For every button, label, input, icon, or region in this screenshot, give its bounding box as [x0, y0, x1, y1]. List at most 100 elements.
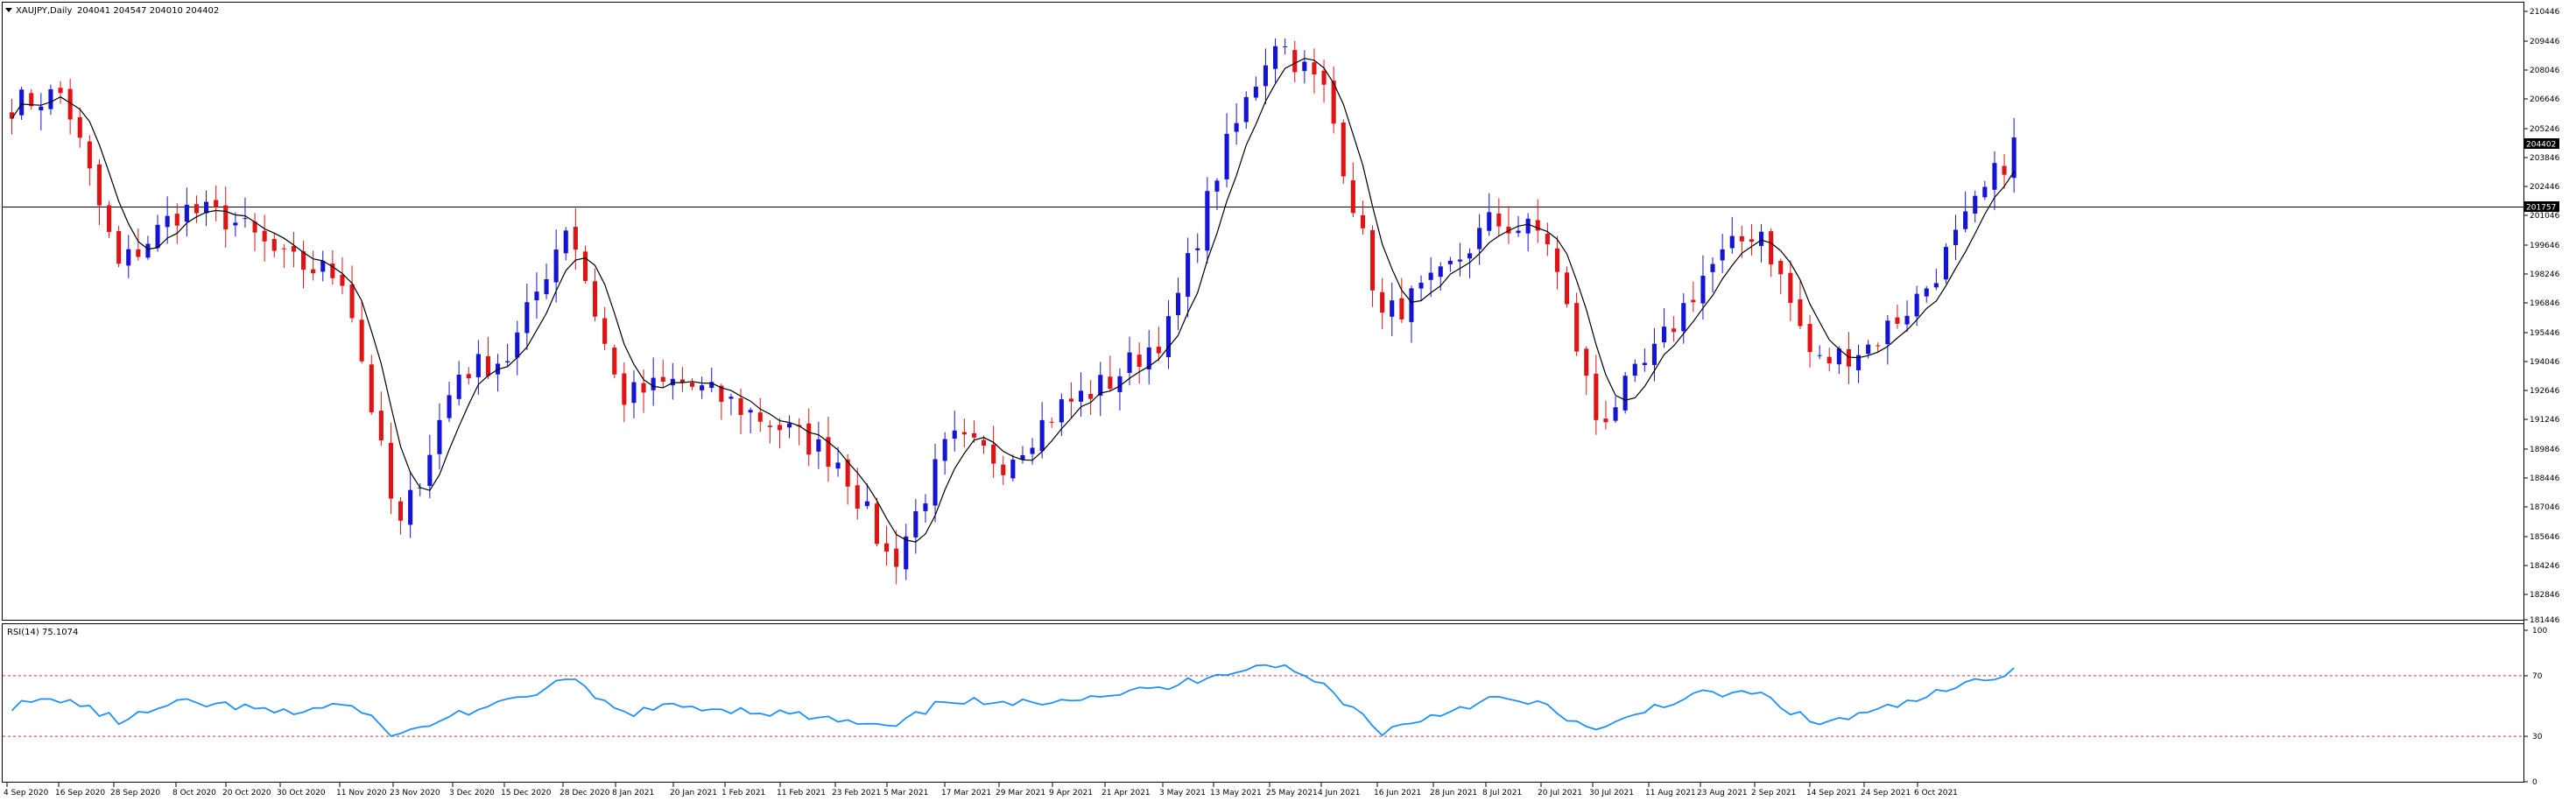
candle-body [690, 383, 695, 387]
price-axis-label: 203846 [2530, 154, 2560, 163]
candle-body [174, 214, 179, 226]
price-axis-label: 184246 [2530, 562, 2560, 571]
price-axis-label: 210446 [2530, 8, 2560, 17]
candle-body [165, 215, 170, 228]
candle-body [340, 274, 345, 286]
candle-body [884, 543, 890, 552]
candle-body [1477, 228, 1482, 249]
candle-body [388, 442, 393, 499]
candle-body [1098, 375, 1103, 396]
rsi-plot-frame [2, 623, 2524, 783]
price-axis-label: 182846 [2530, 591, 2560, 600]
candle-body [1195, 248, 1200, 250]
candle-body [1622, 376, 1628, 411]
candles-layer [10, 38, 2016, 585]
candle-body [700, 385, 705, 390]
candle-body [456, 375, 461, 399]
candle-body [1165, 316, 1171, 358]
candle-body [894, 548, 899, 567]
price-axis-label: 194046 [2530, 358, 2560, 367]
candle-body [787, 423, 792, 428]
candle-body [1798, 299, 1803, 327]
candle-body [320, 261, 326, 272]
candle-body [748, 410, 753, 413]
price-axis-label: 198246 [2530, 271, 2560, 279]
candle-body [544, 278, 549, 295]
dropdown-triangle-icon[interactable] [5, 8, 12, 12]
candle-body [1283, 46, 1288, 48]
candle-body [641, 383, 646, 393]
candle-body [1418, 282, 1424, 289]
candle-body [971, 432, 976, 438]
candle-body [1885, 320, 1890, 345]
candle-body [1390, 300, 1395, 317]
candle-body [1370, 229, 1376, 291]
time-axis-label: 23 Nov 2020 [390, 789, 440, 797]
time-axis-label: 20 Oct 2020 [222, 789, 271, 797]
candle-body [1438, 266, 1443, 278]
candle-body [1691, 299, 1696, 303]
candle-body [1496, 213, 1502, 227]
candle-body [942, 439, 947, 461]
candle-body [1594, 373, 1599, 420]
candle-body [1350, 179, 1355, 214]
candle-body [2011, 137, 2016, 179]
current-price-tag-label: 204402 [2526, 141, 2556, 150]
candle-body [1943, 247, 1948, 280]
candle-body [126, 249, 131, 266]
candle-body [1992, 163, 1997, 190]
candle-body [1487, 212, 1492, 231]
candle-body [1535, 220, 1540, 231]
candle-body [87, 141, 92, 169]
candle-body [398, 501, 404, 521]
candle-body [1836, 348, 1841, 365]
candle-body [651, 377, 656, 390]
candle-body [1866, 344, 1871, 355]
candle-body [1243, 96, 1249, 123]
price-axis-label: 191246 [2530, 416, 2560, 425]
candle-body [1001, 464, 1006, 475]
candle-body [136, 249, 141, 257]
time-axis-label: 17 Mar 2021 [941, 789, 991, 797]
candle-body [1079, 390, 1084, 402]
candle-body [1234, 123, 1239, 132]
candle-body [806, 423, 812, 455]
time-axis-label: 5 Mar 2021 [883, 789, 928, 797]
candle-body [19, 89, 25, 116]
candle-body [1030, 447, 1035, 454]
symbol-label: XAUJPY,Daily [16, 6, 72, 16]
candle-body [1545, 233, 1550, 245]
candle-body [835, 462, 841, 469]
candle-body [904, 536, 909, 570]
candle-body [1506, 226, 1511, 234]
time-axis-label: 25 May 2021 [1266, 789, 1318, 797]
candle-body [1127, 352, 1132, 373]
main-plot-frame [2, 2, 2524, 621]
price-axis-label: 206646 [2530, 95, 2560, 104]
candle-body [1632, 363, 1637, 376]
time-axis-label: 20 Jul 2021 [1538, 789, 1582, 797]
candle-body [214, 200, 219, 207]
time-axis-label: 16 Sep 2020 [55, 789, 105, 797]
candle-body [1759, 231, 1764, 246]
current-price-tag [2524, 138, 2559, 149]
candle-body [1117, 376, 1123, 392]
candle-body [1186, 253, 1191, 297]
price-axis-label: 202446 [2530, 183, 2560, 192]
hline-price-tag [2524, 201, 2559, 212]
candle-body [1672, 328, 1677, 333]
candle-body [243, 218, 248, 220]
candle-body [612, 348, 617, 375]
candle-body [466, 374, 471, 379]
candle-body [826, 437, 831, 467]
candle-body [1749, 239, 1754, 242]
candle-body [1856, 355, 1862, 370]
candle-body [1176, 292, 1181, 316]
candle-body [1729, 235, 1735, 249]
price-axis-label: 185646 [2530, 533, 2560, 542]
candle-body [311, 269, 316, 274]
candle-body [1020, 454, 1025, 460]
candle-body [563, 230, 568, 254]
